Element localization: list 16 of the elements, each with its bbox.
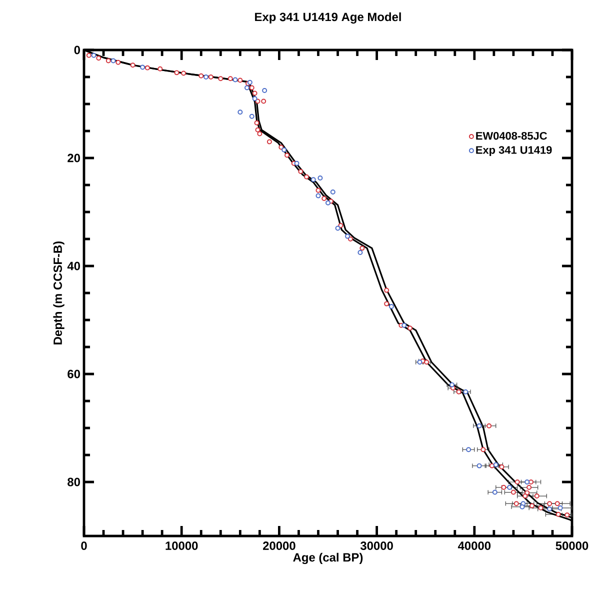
y-tick-label: 40 bbox=[67, 262, 80, 270]
y-tick-label: 0 bbox=[74, 46, 80, 54]
x-tick-label: 20000 bbox=[263, 542, 296, 550]
x-axis-title: Age (cal BP) bbox=[293, 552, 363, 564]
chart-title: Exp 341 U1419 Age Model bbox=[255, 12, 401, 24]
legend-label: Exp 341 U1419 bbox=[476, 146, 552, 156]
x-tick-label: 40000 bbox=[458, 542, 491, 550]
x-tick-label: 0 bbox=[81, 542, 87, 550]
x-tick-label: 30000 bbox=[360, 542, 393, 550]
y-axis-title: Depth (m CCSF-B) bbox=[53, 241, 64, 344]
y-tick-label: 60 bbox=[68, 370, 80, 378]
x-tick-label: 10000 bbox=[166, 542, 198, 550]
y-tick-label: 80 bbox=[68, 478, 80, 486]
y-tick-label: 20 bbox=[68, 154, 80, 162]
legend-label: EW0408-85JC bbox=[476, 132, 547, 140]
x-tick-label: 50000 bbox=[556, 542, 588, 550]
